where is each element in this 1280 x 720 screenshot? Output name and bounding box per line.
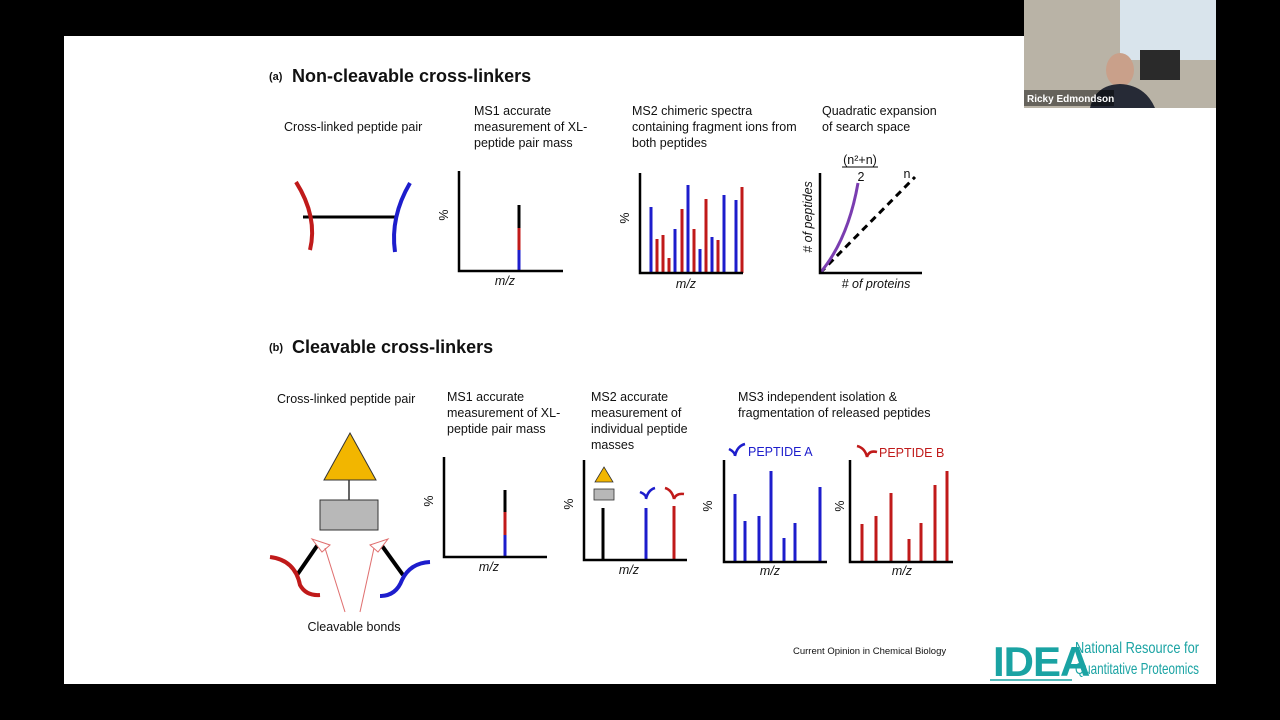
x-label: # of proteins [842, 277, 911, 291]
y-label: % [833, 500, 847, 511]
caption: MS2 accurate [591, 390, 668, 404]
caption: Cross-linked peptide pair [284, 120, 422, 134]
note: Cleavable bonds [307, 620, 400, 634]
caption: containing fragment ions from [632, 120, 797, 134]
line-label: n [904, 167, 911, 181]
logo-mark: IDEA [993, 638, 1090, 685]
caption: both peptides [632, 136, 707, 150]
caption: peptide pair mass [447, 422, 546, 436]
ms3-plot-b [848, 444, 953, 564]
peptide-label: PEPTIDE B [879, 446, 944, 460]
caption: measurement of [591, 406, 682, 420]
ms1-plot-b [442, 457, 547, 559]
caption: Quadratic expansion [822, 104, 937, 118]
caption: peptide pair mass [474, 136, 573, 150]
ms3-plot-a [722, 442, 827, 564]
caption: MS2 chimeric spectra [632, 104, 752, 118]
x-label: m/z [676, 277, 697, 291]
caption: MS3 independent isolation & [738, 390, 898, 404]
citation: Current Opinion in Chemical Biology [793, 646, 946, 657]
caption: measurement of XL- [474, 120, 587, 134]
y-label: % [701, 500, 715, 511]
caption: individual peptide [591, 422, 688, 436]
participant-name: Ricky Edmondson [1027, 94, 1114, 105]
x-label: m/z [619, 563, 640, 577]
curve-label: (n²+n) [843, 153, 877, 167]
ms1-plot-a [457, 171, 563, 273]
caption: MS1 accurate [447, 390, 524, 404]
caption: Cross-linked peptide pair [277, 392, 415, 406]
molecule-b [269, 431, 431, 613]
ms2-plot-b [582, 460, 687, 562]
ms2-plot-a [638, 173, 744, 275]
quadratic-plot [818, 173, 922, 275]
x-label: m/z [495, 274, 516, 288]
y-label: % [422, 495, 436, 506]
y-label: % [562, 498, 576, 509]
x-label: m/z [892, 564, 913, 578]
section-title: Cleavable cross-linkers [292, 337, 493, 357]
curve-label: 2 [858, 170, 865, 184]
logo-text: Quantitative Proteomics [1075, 661, 1199, 678]
slide [64, 36, 1216, 684]
caption: of search space [822, 120, 910, 134]
section-tag: (b) [269, 342, 283, 354]
logo: IDEA National Resource for Quantitative … [990, 638, 1200, 685]
y-label: # of peptides [801, 181, 815, 253]
caption: fragmentation of released peptides [738, 406, 931, 420]
caption: measurement of XL- [447, 406, 560, 420]
y-label: % [618, 212, 632, 223]
molecule-a [294, 180, 412, 253]
y-label: % [437, 209, 451, 220]
peptide-label: PEPTIDE A [748, 445, 813, 459]
x-label: m/z [760, 564, 781, 578]
logo-text: National Resource for [1075, 640, 1200, 657]
caption: masses [591, 438, 634, 452]
x-label: m/z [479, 560, 500, 574]
video-tile: Ricky Edmondson [1024, 0, 1216, 108]
caption: MS1 accurate [474, 104, 551, 118]
section-tag: (a) [269, 71, 283, 83]
section-title: Non-cleavable cross-linkers [292, 66, 531, 86]
